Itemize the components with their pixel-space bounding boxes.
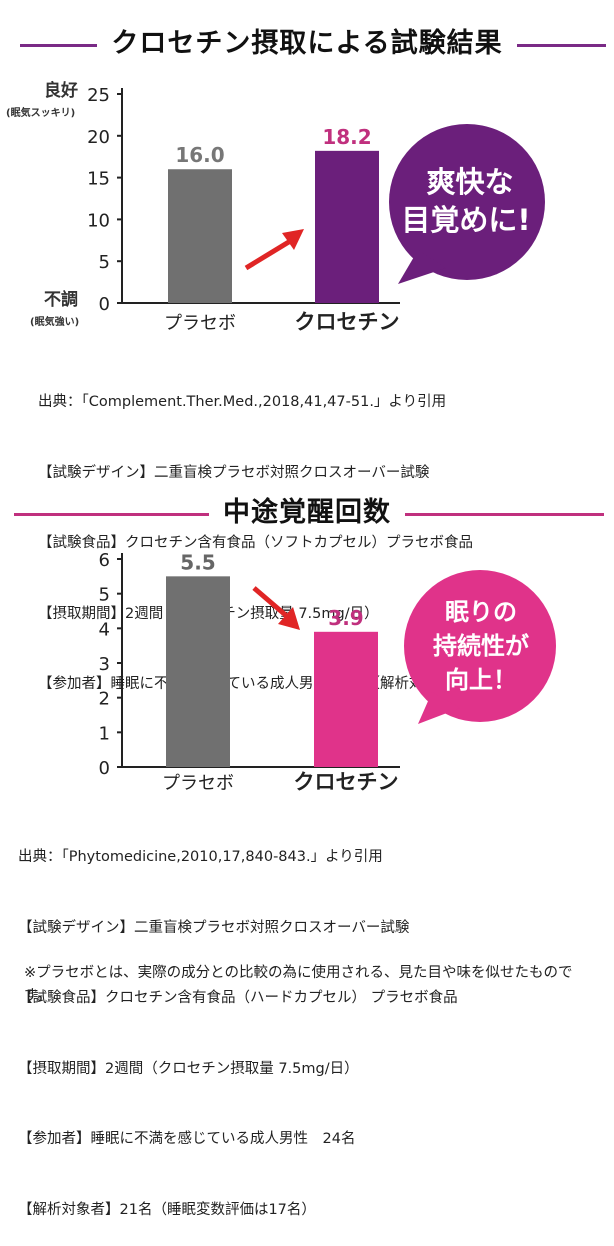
chart1-y-tick-label: 0 bbox=[99, 294, 110, 315]
chart1-y-tick-label: 25 bbox=[87, 85, 110, 106]
chart2-y-tick-label: 3 bbox=[99, 654, 110, 675]
section2-note: 【摂取期間】2週間（クロセチン摂取量 7.5mg/日） bbox=[18, 1060, 359, 1077]
chart1-bar bbox=[168, 169, 232, 303]
chart1-bubble-line1: 爽快な bbox=[426, 165, 513, 199]
chart1-up-arrow bbox=[244, 237, 294, 271]
chart2-value-label: 5.5 bbox=[180, 550, 215, 574]
chart1-top-label: 良好 bbox=[44, 80, 78, 101]
chart2-down-arrow bbox=[252, 586, 291, 620]
chart1-y-tick-label: 10 bbox=[87, 210, 110, 231]
chart2-category-label: プラセボ bbox=[162, 773, 234, 794]
section2-title: 中途覚醒回数 bbox=[209, 493, 405, 533]
chart2-category-label: クロセチン bbox=[294, 770, 399, 794]
chart1-up-arrow-head bbox=[282, 229, 304, 250]
section2-note: 出典：「Phytomedicine,2010,17,840-843.」より引用 bbox=[18, 849, 383, 865]
chart1-y-tick-label: 5 bbox=[99, 252, 110, 273]
chart2-bubble: 眠りの 持続性が 向上！ bbox=[404, 570, 556, 724]
chart1-top-sublabel: (眠気スッキリ) bbox=[6, 106, 75, 119]
chart1-bubble: 爽快な 目覚めに! bbox=[389, 124, 545, 284]
section1-note: 【試験デザイン】二重盲検プラセボ対照クロスオーバー試験 bbox=[38, 464, 430, 481]
section2-left-line bbox=[14, 513, 219, 516]
section1-note: 出典：「Complement.Ther.Med.,2018,41,47-51.」… bbox=[38, 394, 447, 410]
chart2-bubble-line3: 向上！ bbox=[445, 666, 517, 694]
chart2-bubble-line1: 眠りの bbox=[445, 598, 517, 626]
chart2-bar bbox=[166, 576, 230, 767]
section2-title-bar: 中途覚醒回数 bbox=[0, 493, 614, 533]
chart2-y-tick-label: 5 bbox=[99, 585, 110, 606]
chart1-y-tick-label: 15 bbox=[87, 169, 110, 190]
chart1-value-label: 18.2 bbox=[322, 125, 371, 149]
section1-right-line bbox=[496, 44, 606, 47]
chart1: 良好 (眠気スッキリ) 不調 (眠気強い) 0 5 10 15 20 25 16.0 プラセ… bbox=[6, 80, 545, 334]
chart1-category-label: クロセチン bbox=[295, 310, 400, 334]
section1-left-line bbox=[20, 44, 150, 47]
chart2-bar bbox=[314, 631, 378, 767]
chart2-y-tick-label: 4 bbox=[99, 619, 110, 640]
chart2-value-label: 3.9 bbox=[328, 606, 363, 630]
section2-note: 【参加者】睡眠に不満を感じている成人男性 24名 bbox=[18, 1131, 356, 1147]
section2-note: 【解析対象者】21名（睡眠変数評価は17名） bbox=[18, 1201, 316, 1218]
section2-note: 【試験デザイン】二重盲検プラセボ対照クロスオーバー試験 bbox=[18, 919, 410, 936]
chart2-y-tick-label: 2 bbox=[99, 689, 110, 710]
section1-title: クロセチン摂取による試験結果 bbox=[97, 24, 517, 64]
chart1-category-label: プラセボ bbox=[164, 313, 236, 334]
chart2-bubble-line2: 持続性が bbox=[433, 632, 529, 660]
chart1-y-tick-label: 20 bbox=[87, 127, 110, 148]
chart2-y-tick-label: 1 bbox=[99, 723, 110, 744]
chart1-value-label: 16.0 bbox=[175, 143, 224, 167]
section1-title-bar: クロセチン摂取による試験結果 bbox=[0, 24, 614, 64]
chart2: 0 1 2 3 4 5 6 5.5 プラセボ 3.9 クロセチン 眠りの 持続性が 向上！ bbox=[99, 550, 556, 794]
chart1-bottom-label: 不調 bbox=[44, 289, 78, 310]
section2-notes: 出典：「Phytomedicine,2010,17,840-843.」より引用 … bbox=[18, 799, 458, 1246]
chart1-bottom-sublabel: (眠気強い) bbox=[30, 315, 79, 328]
section1-note: 【試験食品】クロセチン含有食品（ソフトカプセル）プラセボ食品 bbox=[38, 535, 473, 551]
chart1-bar bbox=[315, 150, 379, 303]
section2-right-line bbox=[389, 513, 604, 516]
section2-note: 【試験食品】クロセチン含有食品（ハードカプセル） プラセボ食品 bbox=[18, 990, 458, 1006]
chart2-y-tick-label: 0 bbox=[99, 758, 110, 779]
chart1-bubble-line2: 目覚めに! bbox=[401, 203, 530, 237]
placebo-footnote: ※プラセボとは、実際の成分との比較の為に使用される、見た目や味を似せたものです。 bbox=[24, 965, 573, 1004]
chart2-down-arrow-head bbox=[278, 607, 300, 630]
chart2-y-tick-label: 6 bbox=[99, 550, 110, 571]
